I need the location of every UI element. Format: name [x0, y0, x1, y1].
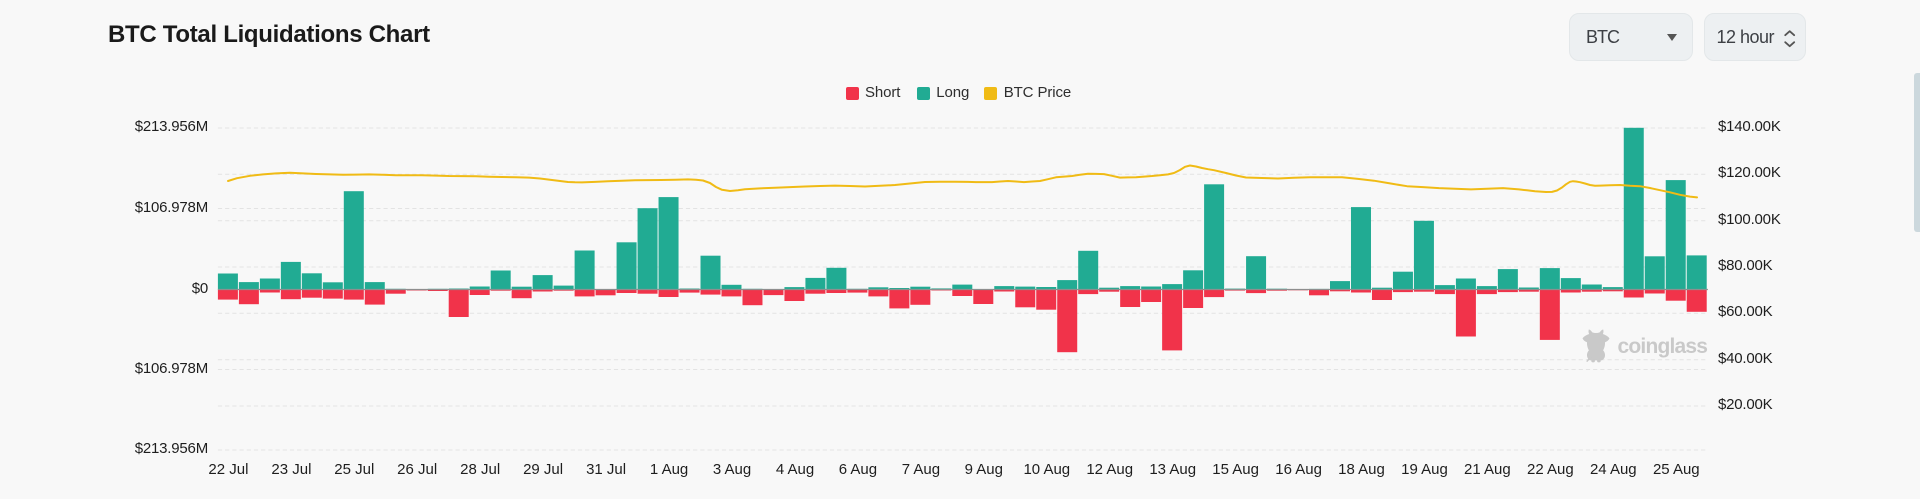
- svg-text:coinglass: coinglass: [1618, 335, 1708, 358]
